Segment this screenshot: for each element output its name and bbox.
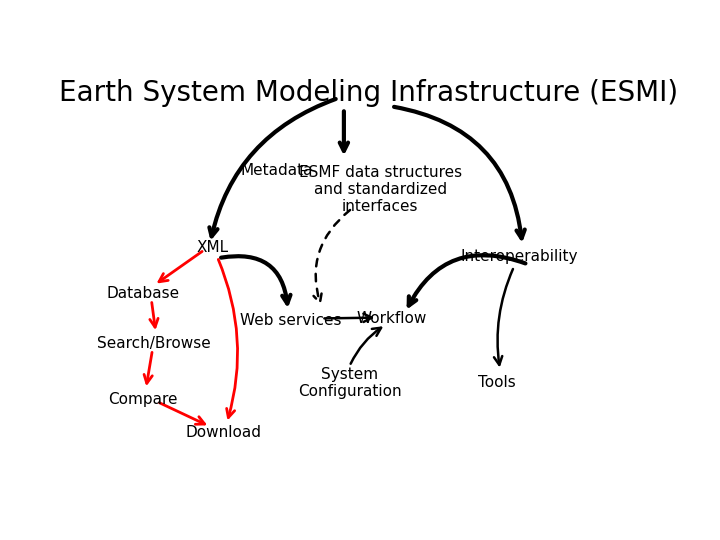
Text: XML: XML xyxy=(197,240,229,255)
Text: ESMF data structures
and standardized
interfaces: ESMF data structures and standardized in… xyxy=(299,165,462,214)
Text: Compare: Compare xyxy=(108,392,178,407)
Text: Workflow: Workflow xyxy=(356,311,426,326)
Text: Download: Download xyxy=(186,426,262,440)
Text: Tools: Tools xyxy=(479,375,516,390)
Text: Interoperability: Interoperability xyxy=(461,248,578,264)
Text: Metadata: Metadata xyxy=(240,163,313,178)
Text: System
Configuration: System Configuration xyxy=(297,367,401,399)
Text: Search/Browse: Search/Browse xyxy=(97,336,211,351)
Text: Earth System Modeling Infrastructure (ESMI): Earth System Modeling Infrastructure (ES… xyxy=(60,79,678,107)
Text: Database: Database xyxy=(107,286,179,301)
Text: Web services: Web services xyxy=(240,313,341,328)
